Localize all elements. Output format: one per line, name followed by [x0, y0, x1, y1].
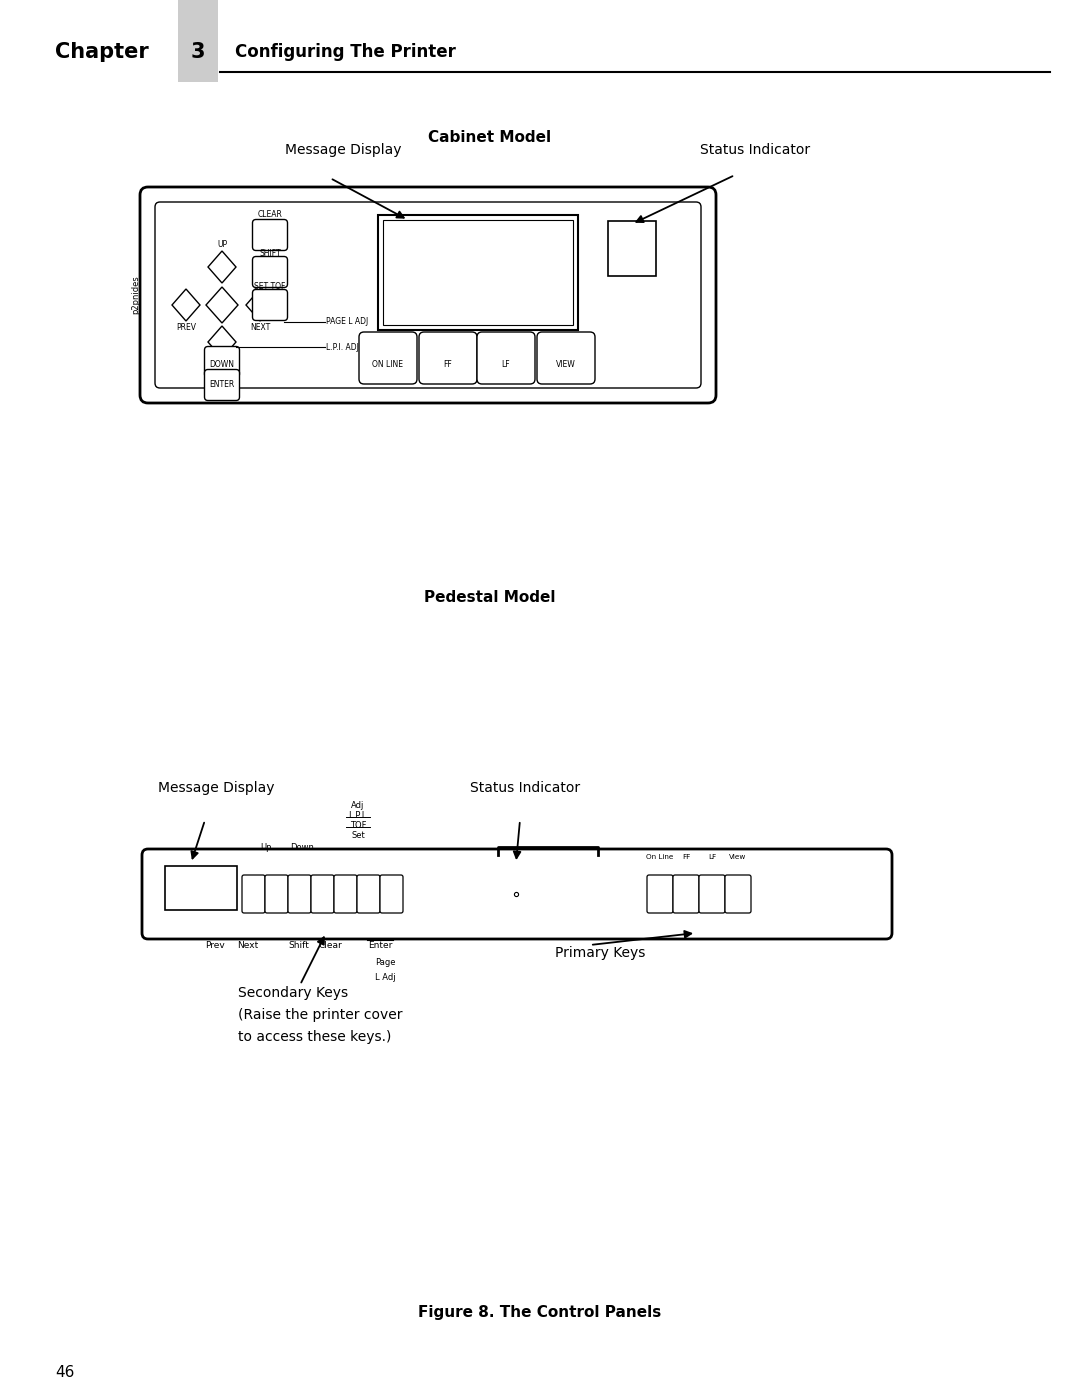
- Text: Enter: Enter: [368, 942, 392, 950]
- Text: NEXT: NEXT: [249, 323, 270, 332]
- Text: p2pnides: p2pnides: [132, 275, 140, 314]
- FancyBboxPatch shape: [357, 875, 380, 914]
- FancyBboxPatch shape: [725, 875, 751, 914]
- FancyBboxPatch shape: [165, 866, 237, 909]
- Text: Chapter: Chapter: [55, 42, 149, 61]
- FancyBboxPatch shape: [699, 875, 725, 914]
- Text: TOF: TOF: [350, 821, 366, 830]
- Text: LF: LF: [502, 360, 511, 369]
- FancyBboxPatch shape: [380, 875, 403, 914]
- Text: PAGE L ADJ: PAGE L ADJ: [326, 317, 368, 327]
- Text: Down: Down: [291, 842, 314, 852]
- Text: CLEAR: CLEAR: [257, 210, 283, 219]
- Text: Primary Keys: Primary Keys: [555, 946, 646, 960]
- FancyBboxPatch shape: [647, 875, 673, 914]
- Text: Message Display: Message Display: [158, 781, 274, 795]
- Text: (Raise the printer cover: (Raise the printer cover: [238, 1009, 403, 1023]
- FancyBboxPatch shape: [265, 875, 288, 914]
- Text: 3: 3: [191, 42, 205, 61]
- Text: Adj: Adj: [351, 800, 365, 810]
- Text: UP: UP: [217, 240, 227, 249]
- FancyBboxPatch shape: [477, 332, 535, 384]
- Text: FF: FF: [681, 854, 690, 861]
- Text: SHIFT: SHIFT: [259, 249, 281, 258]
- Bar: [498, 798, 598, 814]
- FancyBboxPatch shape: [334, 875, 357, 914]
- Text: ON LINE: ON LINE: [373, 360, 404, 369]
- Text: PREV: PREV: [176, 323, 195, 332]
- FancyBboxPatch shape: [311, 875, 334, 914]
- Text: Next: Next: [238, 942, 258, 950]
- FancyBboxPatch shape: [537, 332, 595, 384]
- Text: Set: Set: [351, 831, 365, 840]
- Text: DOWN: DOWN: [210, 360, 234, 369]
- FancyBboxPatch shape: [673, 875, 699, 914]
- Text: to access these keys.): to access these keys.): [238, 1030, 391, 1044]
- FancyBboxPatch shape: [178, 0, 218, 82]
- Text: VIEW: VIEW: [556, 360, 576, 369]
- Polygon shape: [208, 326, 237, 358]
- FancyBboxPatch shape: [378, 215, 578, 330]
- Text: Status Indicator: Status Indicator: [700, 142, 810, 156]
- FancyBboxPatch shape: [288, 875, 311, 914]
- Text: Pedestal Model: Pedestal Model: [424, 590, 556, 605]
- Text: Cabinet Model: Cabinet Model: [429, 130, 552, 145]
- FancyBboxPatch shape: [253, 257, 287, 288]
- FancyBboxPatch shape: [204, 346, 240, 377]
- Polygon shape: [206, 286, 238, 323]
- Text: L.P.I. ADJ: L.P.I. ADJ: [326, 342, 359, 352]
- Text: Status Indicator: Status Indicator: [470, 781, 580, 795]
- Polygon shape: [172, 289, 200, 321]
- Polygon shape: [208, 251, 237, 284]
- Text: L Adj: L Adj: [375, 972, 395, 982]
- FancyBboxPatch shape: [141, 849, 892, 939]
- Text: Clear: Clear: [319, 942, 342, 950]
- FancyBboxPatch shape: [359, 332, 417, 384]
- Polygon shape: [246, 289, 274, 321]
- FancyBboxPatch shape: [204, 369, 240, 401]
- Text: View: View: [729, 854, 746, 861]
- Text: Figure 8. The Control Panels: Figure 8. The Control Panels: [418, 1305, 662, 1320]
- FancyBboxPatch shape: [419, 332, 477, 384]
- FancyBboxPatch shape: [156, 203, 701, 388]
- Text: ENTER: ENTER: [210, 380, 234, 388]
- Text: LF: LF: [707, 854, 716, 861]
- FancyBboxPatch shape: [383, 219, 573, 326]
- Text: Shift: Shift: [288, 942, 310, 950]
- Text: Up: Up: [260, 842, 272, 852]
- Text: Page: Page: [375, 958, 395, 967]
- Text: Configuring The Printer: Configuring The Printer: [235, 43, 456, 61]
- FancyBboxPatch shape: [253, 219, 287, 250]
- FancyBboxPatch shape: [608, 221, 656, 277]
- Text: FF: FF: [444, 360, 453, 369]
- Text: SET TOF: SET TOF: [254, 282, 286, 291]
- FancyBboxPatch shape: [242, 875, 265, 914]
- FancyBboxPatch shape: [253, 289, 287, 320]
- Text: Secondary Keys: Secondary Keys: [238, 986, 348, 1000]
- Text: L.P.I.: L.P.I.: [349, 812, 367, 820]
- FancyBboxPatch shape: [140, 187, 716, 402]
- Text: Message Display: Message Display: [285, 142, 402, 156]
- Text: Prev: Prev: [205, 942, 225, 950]
- Text: On Line: On Line: [646, 854, 674, 861]
- Text: 46: 46: [55, 1365, 75, 1380]
